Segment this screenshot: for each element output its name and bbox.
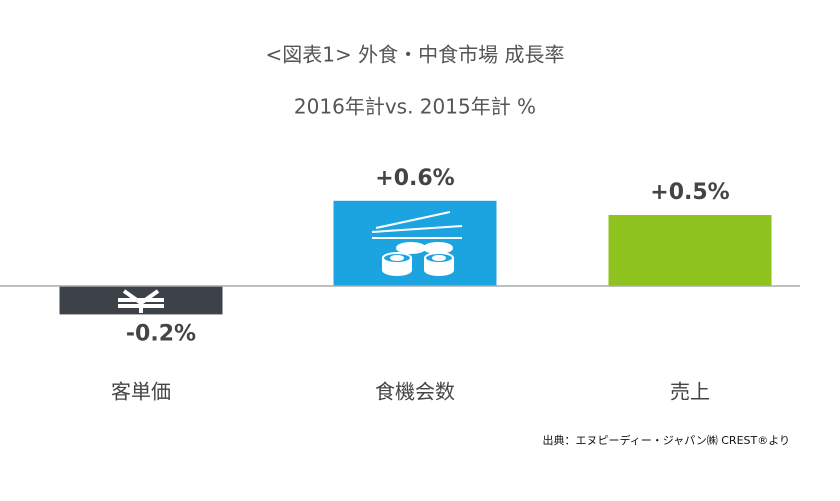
sushi-icon	[371, 211, 463, 276]
source-note: 出典：エヌピーディー・ジャパン㈱ CREST®より	[543, 433, 790, 447]
x-tick-label: 売上	[670, 380, 710, 404]
chart-subtitle: 2016年計vs. 2015年計 %	[294, 95, 536, 119]
value-label: +0.6%	[375, 166, 454, 191]
value-label: +0.5%	[650, 180, 729, 205]
x-tick-label: 食機会数	[375, 380, 455, 404]
plot-area	[59, 200, 772, 315]
yen-icon	[118, 289, 164, 313]
chart-title: <図表1> 外食・中食市場 成長率	[266, 43, 565, 67]
x-tick-label: 客単価	[111, 380, 171, 404]
bar	[608, 215, 772, 286]
value-label: -0.2%	[126, 321, 196, 346]
